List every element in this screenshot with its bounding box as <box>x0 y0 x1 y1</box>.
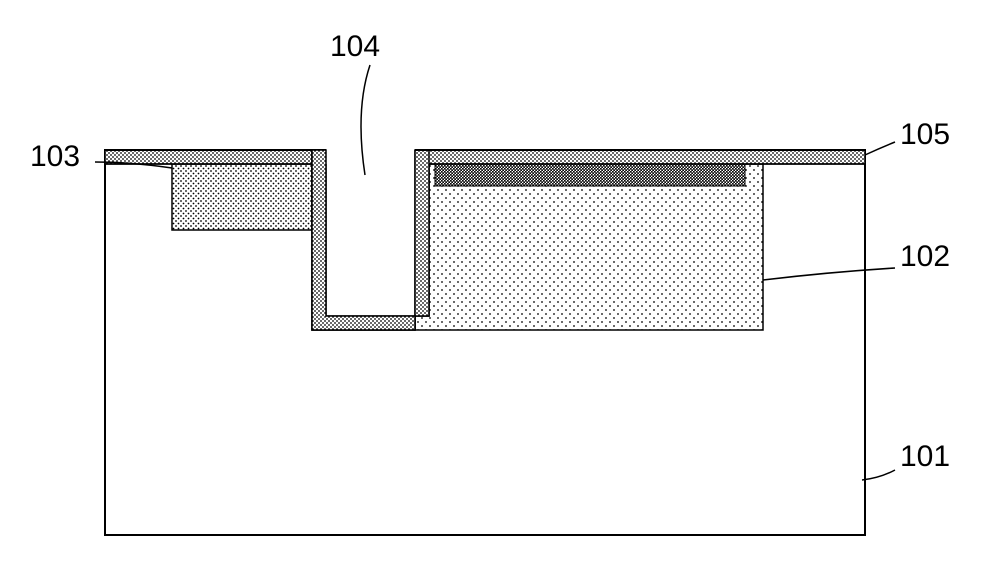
label-105: 105 <box>900 118 950 152</box>
cross-section-diagram <box>0 0 1000 569</box>
region-dark-strip <box>435 164 745 186</box>
leader-105 <box>865 142 895 155</box>
region-103 <box>172 164 312 230</box>
label-102: 102 <box>900 240 950 274</box>
label-103: 103 <box>30 140 80 174</box>
trench-104-void <box>326 148 429 316</box>
label-104: 104 <box>330 30 380 64</box>
region-102 <box>415 164 763 330</box>
leader-101 <box>862 470 895 480</box>
label-101: 101 <box>900 440 950 474</box>
